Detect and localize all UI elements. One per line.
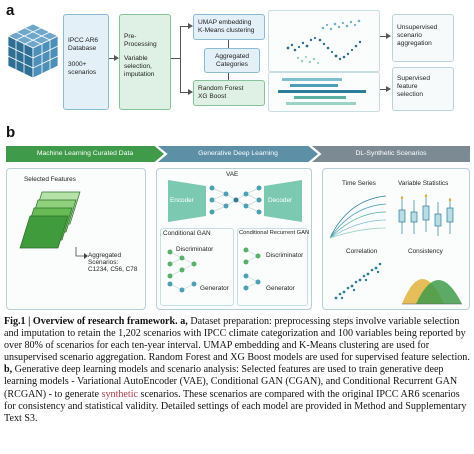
rf-line1: Random Forest bbox=[198, 85, 244, 92]
preprocessing-line4: selection, bbox=[124, 63, 152, 70]
aggregated-categories-box: Aggregated Categories bbox=[204, 48, 260, 73]
unsupervised-aggregation-box: Unsupervised scenario aggregation bbox=[392, 14, 454, 62]
correlation-label: Correlation bbox=[346, 248, 378, 255]
supervised-line3: selection bbox=[397, 91, 424, 98]
cgan-generator-label: Generator bbox=[200, 285, 229, 292]
umap-line1: UMAP embedding bbox=[198, 19, 252, 26]
banner-synthetic: DL-Synthetic Scenarios bbox=[312, 146, 470, 162]
flow-arrow-icon bbox=[75, 247, 88, 259]
crgan-title: Conditional Recurrent GAN bbox=[239, 230, 310, 236]
vae-title: VAE bbox=[226, 171, 239, 178]
consistency-label: Consistency bbox=[408, 248, 443, 255]
caption-highlight: synthetic bbox=[101, 388, 139, 400]
database-line4: scenarios bbox=[68, 69, 97, 76]
unsupervised-line2: scenario bbox=[397, 32, 422, 39]
database-line1: IPCC AR6 bbox=[68, 37, 99, 44]
panel-a-letter: a bbox=[6, 2, 15, 19]
supervised-line1: Supervised bbox=[397, 75, 430, 82]
aggregated-scenarios-line2: Scenarios: bbox=[88, 259, 119, 266]
database-line3: 3000+ bbox=[68, 61, 87, 68]
selected-features-label: Selected Features bbox=[24, 176, 76, 183]
database-box: IPCC AR6 Database 3000+ scenarios bbox=[63, 14, 109, 110]
stacked-layers-icon bbox=[19, 191, 81, 249]
crgan-box bbox=[237, 228, 308, 306]
feature-importance-icon bbox=[268, 72, 380, 112]
figure-caption: Fig.1 | Overview of research framework. … bbox=[4, 316, 472, 425]
variable-statistics-icon bbox=[398, 194, 454, 236]
vae-encoder-label: Encoder bbox=[170, 197, 194, 204]
caption-a-label: a, bbox=[180, 316, 188, 327]
rf-line2: XG Boost bbox=[198, 93, 227, 100]
rf-xgboost-box: Random Forest XG Boost bbox=[193, 80, 265, 106]
preprocessing-line2: Processing bbox=[124, 41, 157, 48]
time-series-label: Time Series bbox=[342, 180, 376, 187]
correlation-icon bbox=[334, 262, 382, 300]
aggregated-line2: Categories bbox=[216, 61, 248, 68]
aggregated-line1: Aggregated bbox=[214, 53, 250, 60]
time-series-icon bbox=[329, 195, 387, 239]
umap-box: UMAP embedding K-Means clustering bbox=[193, 14, 265, 40]
cgan-title: Conditional GAN bbox=[163, 230, 211, 237]
crgan-discriminator-label: Discriminator bbox=[266, 252, 304, 259]
preprocessing-box: Pre- Processing Variable selection, impu… bbox=[119, 14, 171, 110]
umap-scatter-icon bbox=[268, 10, 380, 72]
caption-b-text-1: Generative deep learning models and scen… bbox=[4, 364, 458, 400]
caption-b-label: b, bbox=[4, 364, 13, 376]
caption-fig-label: Fig.1 | Overview of research framework. bbox=[4, 316, 178, 327]
vae-diagram bbox=[168, 180, 302, 222]
variable-statistics-label: Variable Statistics bbox=[398, 180, 449, 187]
preprocessing-line5: imputation bbox=[124, 71, 155, 78]
aggregated-scenarios-line1: Aggregated bbox=[88, 252, 122, 259]
vae-decoder-label: Decoder bbox=[268, 197, 293, 204]
cgan-box bbox=[160, 228, 234, 306]
aggregated-scenarios-line3: C1234, C56, C78 bbox=[88, 266, 138, 273]
cgan-network-icon bbox=[167, 249, 197, 293]
cgan-discriminator-label: Discriminator bbox=[176, 246, 214, 253]
supervised-line2: feature bbox=[397, 83, 418, 90]
database-line2: Database bbox=[68, 45, 97, 52]
preprocessing-line3: Variable bbox=[124, 55, 148, 62]
banner-ml-data: Machine Learning Curated Data bbox=[6, 146, 164, 162]
supervised-selection-box: Supervised feature selection bbox=[392, 67, 454, 111]
data-cube-icon bbox=[7, 23, 59, 79]
umap-line2: K-Means clustering bbox=[198, 27, 255, 34]
banner-generative: Generative Deep Learning bbox=[158, 146, 318, 162]
crgan-generator-label: Generator bbox=[266, 285, 295, 292]
caption-a-text: Dataset preparation: preprocessing steps… bbox=[4, 316, 470, 364]
unsupervised-line1: Unsupervised bbox=[397, 24, 438, 31]
caption-b-text-2: scenarios. These scenarios are compared … bbox=[4, 388, 467, 424]
unsupervised-line3: aggregation bbox=[397, 40, 432, 47]
consistency-icon bbox=[402, 279, 462, 305]
crgan-network-icon bbox=[243, 247, 261, 291]
preprocessing-line1: Pre- bbox=[124, 33, 137, 40]
panel-b-letter: b bbox=[6, 124, 16, 141]
